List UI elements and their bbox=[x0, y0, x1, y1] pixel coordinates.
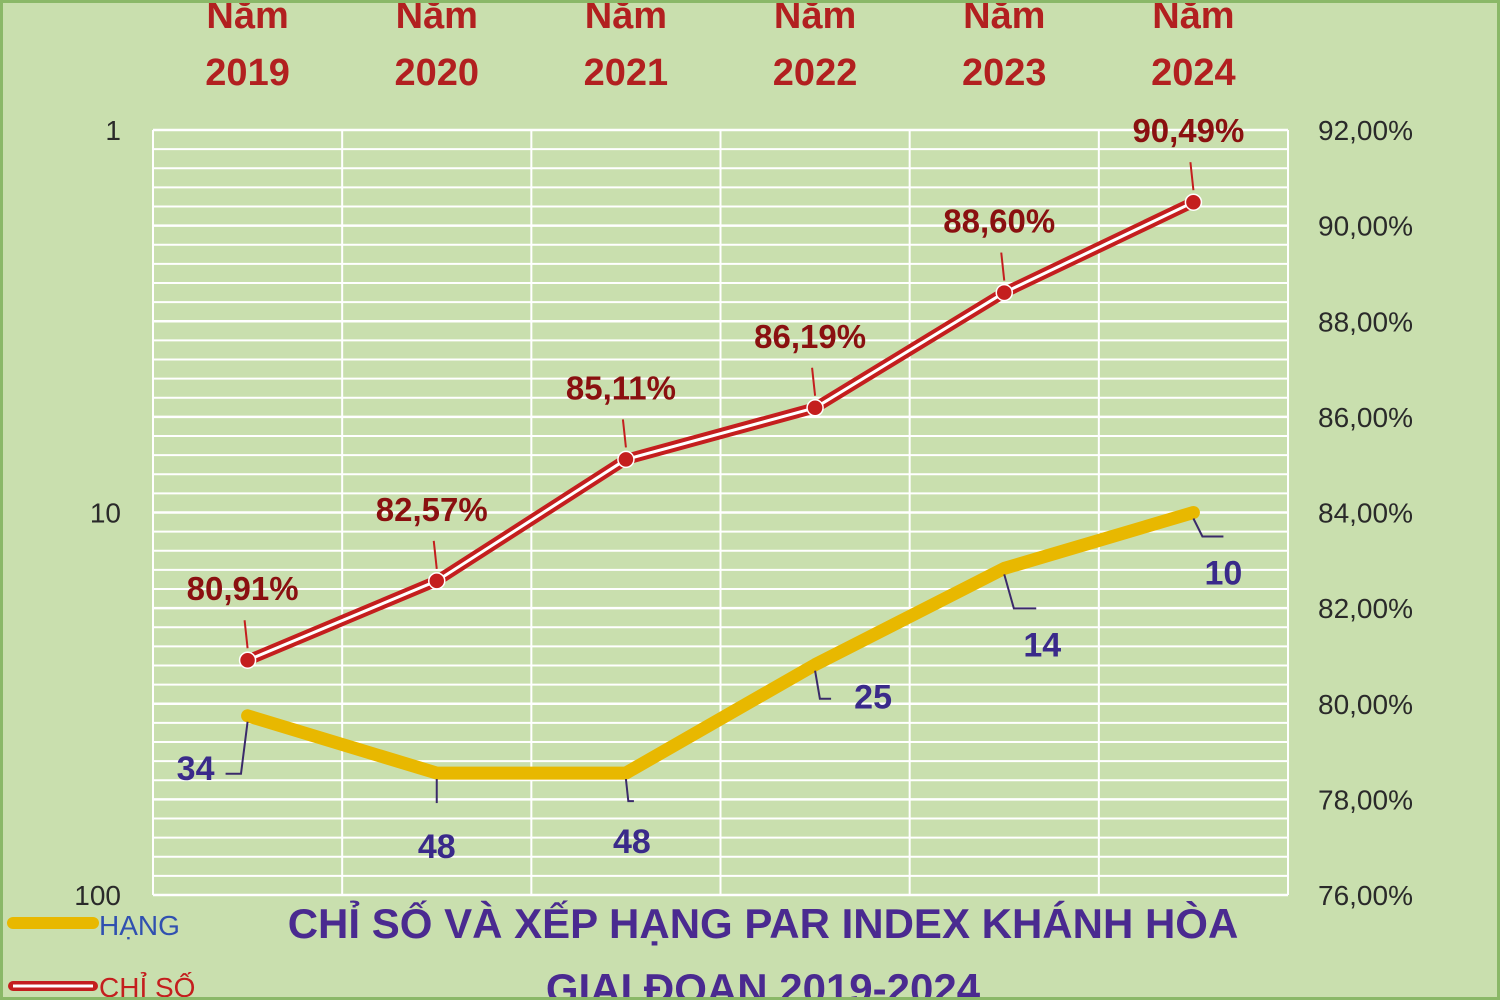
right-axis-tick: 92,00% bbox=[1318, 115, 1413, 146]
category-label-year: 2022 bbox=[773, 52, 858, 94]
category-label-line1: Năm bbox=[585, 3, 667, 37]
chi-so-point bbox=[806, 399, 824, 417]
chi-so-leader bbox=[621, 419, 627, 448]
left-axis-ticks: 1 10 100 bbox=[74, 115, 121, 911]
right-axis-tick: 82,00% bbox=[1318, 593, 1413, 624]
hang-data-label: 48 bbox=[613, 823, 651, 861]
category-label-line1: Năm bbox=[774, 3, 856, 37]
category-label-line1: Năm bbox=[396, 3, 478, 37]
grid-lines bbox=[152, 128, 1289, 897]
right-axis-tick: 76,00% bbox=[1318, 880, 1413, 911]
chart-subtitle: GIAI ĐOẠN 2019-2024 bbox=[546, 965, 981, 997]
chi-so-leader bbox=[432, 540, 438, 569]
series-chi-so: 80,91% 82,57% 85,11% 86,19% 88,60% 90,49% bbox=[187, 112, 1244, 669]
chi-so-data-label: 80,91% bbox=[187, 570, 299, 607]
category-label-year: 2021 bbox=[584, 52, 669, 94]
par-index-chart: Năm 2019 Năm 2020 Năm 2021 Năm 2022 Năm 2023 Năm 20… bbox=[7, 3, 1413, 997]
year-labels: Năm 2019 Năm 2020 Năm 2021 Năm 2022 Năm 2023 Năm 20… bbox=[205, 3, 1235, 94]
series-hang: 34 48 48 25 14 10 bbox=[177, 506, 1243, 866]
legend-label-chi-so: CHỈ SỐ bbox=[99, 971, 195, 997]
left-axis-tick: 10 bbox=[90, 498, 121, 529]
right-axis-tick: 86,00% bbox=[1318, 402, 1413, 433]
left-axis-tick: 100 bbox=[74, 880, 121, 911]
chi-so-line-highlight bbox=[247, 200, 1195, 662]
left-axis-tick: 1 bbox=[105, 115, 121, 146]
category-label-line1: Năm bbox=[1152, 3, 1234, 37]
category-label-year: 2023 bbox=[962, 52, 1047, 94]
category-label-year: 2019 bbox=[205, 52, 290, 94]
hang-leader bbox=[225, 721, 249, 775]
chi-so-data-label: 90,49% bbox=[1132, 112, 1244, 149]
right-axis-tick: 80,00% bbox=[1318, 689, 1413, 720]
chi-so-point bbox=[995, 283, 1013, 302]
right-axis-ticks: 92,00% 90,00% 88,00% 86,00% 84,00% 82,00% 80,0… bbox=[1318, 115, 1413, 911]
chi-so-point bbox=[428, 572, 446, 590]
hang-data-label: 48 bbox=[418, 828, 456, 866]
hang-leader bbox=[814, 670, 832, 700]
chi-so-point bbox=[1184, 193, 1203, 211]
category-label-year: 2020 bbox=[394, 52, 479, 94]
legend-label-hang: HẠNG bbox=[99, 910, 180, 941]
right-axis-tick: 88,00% bbox=[1318, 306, 1413, 337]
right-axis-tick: 84,00% bbox=[1318, 498, 1413, 529]
hang-data-label: 34 bbox=[177, 750, 215, 788]
legend: HẠNG CHỈ SỐ bbox=[7, 910, 195, 997]
right-axis-tick: 90,00% bbox=[1318, 211, 1413, 242]
category-label-line1: Năm bbox=[206, 3, 288, 37]
hang-leader bbox=[1192, 518, 1224, 538]
right-axis-tick: 78,00% bbox=[1318, 784, 1413, 815]
category-label-line1: Năm bbox=[963, 3, 1045, 37]
hang-data-label: 14 bbox=[1023, 626, 1061, 664]
chi-so-leader bbox=[1189, 162, 1195, 191]
chi-so-data-label: 88,60% bbox=[943, 203, 1055, 240]
chi-so-leader bbox=[1000, 252, 1006, 281]
chi-so-point bbox=[238, 651, 257, 669]
chi-so-leader bbox=[811, 367, 817, 396]
chi-so-data-label: 82,57% bbox=[376, 491, 488, 528]
hang-leader bbox=[624, 778, 634, 803]
hang-line bbox=[241, 506, 1200, 780]
chi-so-point bbox=[617, 450, 635, 469]
hang-data-label: 10 bbox=[1205, 555, 1243, 593]
chart-title: CHỈ SỐ VÀ XẾP HẠNG PAR INDEX KHÁNH HÒA bbox=[288, 899, 1239, 947]
hang-data-label: 25 bbox=[854, 679, 892, 717]
chi-so-leader bbox=[243, 620, 249, 649]
chi-so-data-label: 86,19% bbox=[754, 318, 866, 355]
hang-leader bbox=[1003, 574, 1037, 610]
chi-so-data-label: 85,11% bbox=[566, 369, 676, 406]
category-label-year: 2024 bbox=[1151, 52, 1236, 94]
